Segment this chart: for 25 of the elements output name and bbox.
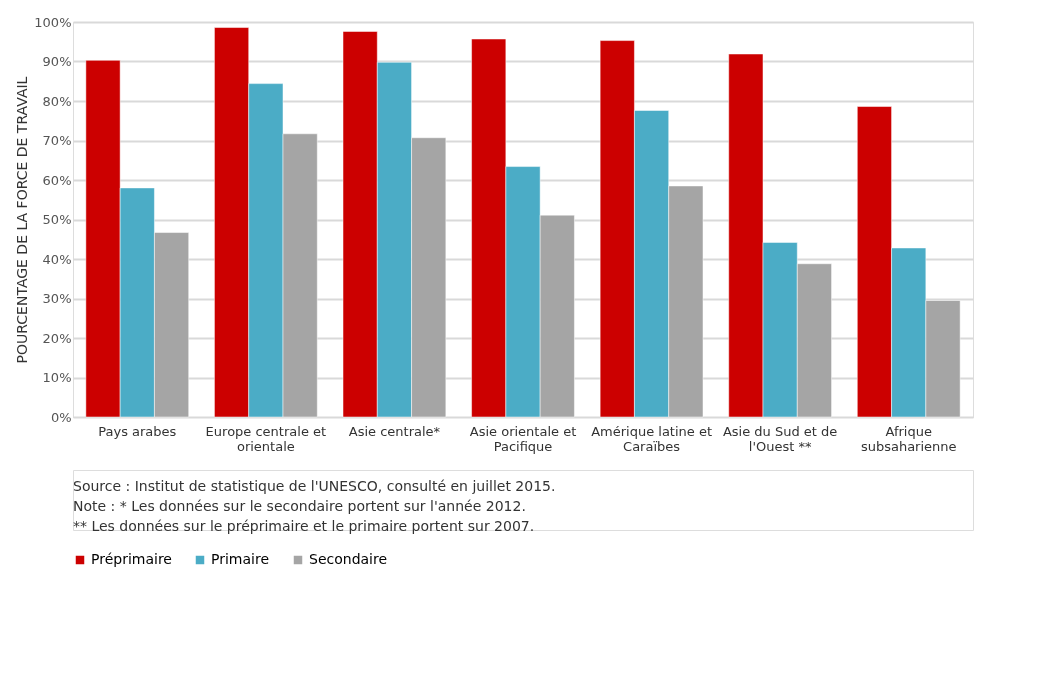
- y-tick-label: 10%: [42, 370, 72, 385]
- y-axis-title: POURCENTAGE DE LA FORCE DE TRAVAIL: [14, 76, 31, 364]
- text: ** Les données sur le préprimaire et le primaire portent sur 2007.: [73, 518, 535, 534]
- x-tick-label: Pays arabes: [98, 423, 177, 439]
- x-tick-label: Asie centrale*: [348, 423, 441, 439]
- y-tick-label: 90%: [42, 54, 72, 69]
- y-tick-label: 20%: [42, 330, 72, 346]
- y-tick-label: 60%: [42, 172, 72, 188]
- x-tick-label: Asie du Sud et de l'Ouest **: [722, 423, 838, 454]
- y-tick-label: 50%: [42, 212, 72, 227]
- y-tick-label: 70%: [42, 133, 72, 148]
- y-tick-label: 40%: [42, 251, 72, 267]
- legend-label: Secondaire: [309, 551, 388, 567]
- y-tick-label: 100%: [34, 14, 72, 30]
- legend-label: Primaire: [211, 551, 270, 567]
- y-tick-label: 0%: [50, 409, 72, 425]
- y-tick-label: 80%: [42, 93, 72, 109]
- text: Note : * Les données sur le secondaire portent sur l'année 2012.: [73, 498, 526, 514]
- x-tick-label: Europe centrale et orientale: [205, 423, 327, 454]
- x-tick-label: Amérique latine et Caraïbes: [591, 423, 713, 454]
- x-tick-label: Asie orientale et Pacifique: [469, 423, 577, 454]
- y-tick-label: 30%: [42, 291, 72, 306]
- x-tick-label: Afrique subsaharienne: [860, 423, 957, 454]
- legend-label: Préprimaire: [91, 551, 172, 567]
- source-note: Source : Institut de statistique de l'UNESCO, consulté en juillet 2015.: [73, 478, 556, 494]
